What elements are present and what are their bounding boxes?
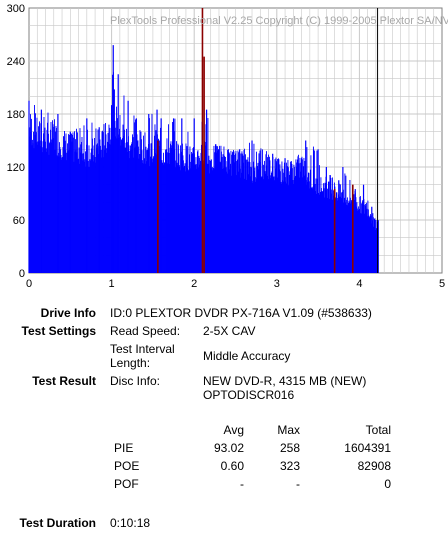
y-tick-label: 180 <box>7 109 25 121</box>
row-name: POF <box>114 477 139 491</box>
y-tick-label: 240 <box>7 56 25 68</box>
row-avg: 93.02 <box>213 441 244 455</box>
x-tick-label: 2 <box>191 278 197 290</box>
drive-info-label: Drive Info <box>40 306 96 320</box>
test-duration-label: Test Duration <box>19 516 96 530</box>
disc-info-label: Disc Info: <box>110 374 161 388</box>
row-max: 258 <box>279 441 300 455</box>
row-avg: - <box>240 477 244 491</box>
col-total-header: Total <box>365 423 391 437</box>
drive-info-value: ID:0 PLEXTOR DVDR PX-716A V1.09 (#538633… <box>110 306 372 320</box>
poe-bars <box>157 8 354 273</box>
y-tick-label: 0 <box>19 268 25 280</box>
row-max: 323 <box>279 459 300 473</box>
col-max-header: Max <box>277 423 300 437</box>
interval-value: Middle Accuracy <box>203 349 291 363</box>
disc-info-line1: NEW DVD-R, 4315 MB (NEW) <box>203 374 367 388</box>
row-total: 82908 <box>357 459 391 473</box>
row-total: 1604391 <box>344 441 391 455</box>
row-avg: 0.60 <box>220 459 244 473</box>
x-tick-label: 0 <box>26 278 32 290</box>
x-tick-label: 5 <box>439 278 445 290</box>
test-duration-value: 0:10:18 <box>110 516 151 530</box>
test-result-label: Test Result <box>32 374 96 388</box>
chart-title: PlexTools Professional V2.25 Copyright (… <box>110 15 448 27</box>
col-avg-header: Avg <box>223 423 244 437</box>
row-total: 0 <box>384 477 391 491</box>
x-tick-label: 1 <box>109 278 115 290</box>
y-tick-labels: 0 60 120 180 240 300 <box>7 3 25 280</box>
x-tick-labels: 0 1 2 3 4 5 <box>26 278 445 290</box>
x-tick-label: 4 <box>356 278 362 290</box>
y-tick-label: 60 <box>13 215 25 227</box>
row-name: PIE <box>114 441 134 455</box>
pie-poe-chart: PlexTools Professional V2.25 Copyright (… <box>7 3 448 290</box>
read-speed-value: 2-5X CAV <box>203 324 256 338</box>
interval-label-line1: Test Interval <box>110 342 175 356</box>
read-speed-label: Read Speed: <box>110 324 181 338</box>
row-name: POE <box>114 459 140 473</box>
interval-label-line2: Length: <box>110 356 151 370</box>
y-tick-label: 120 <box>7 162 25 174</box>
row-max: - <box>296 477 300 491</box>
test-settings-label: Test Settings <box>21 324 96 338</box>
disc-info-line2: OPTODISCR016 <box>203 388 295 402</box>
y-tick-label: 300 <box>7 3 25 15</box>
x-tick-label: 3 <box>274 278 280 290</box>
